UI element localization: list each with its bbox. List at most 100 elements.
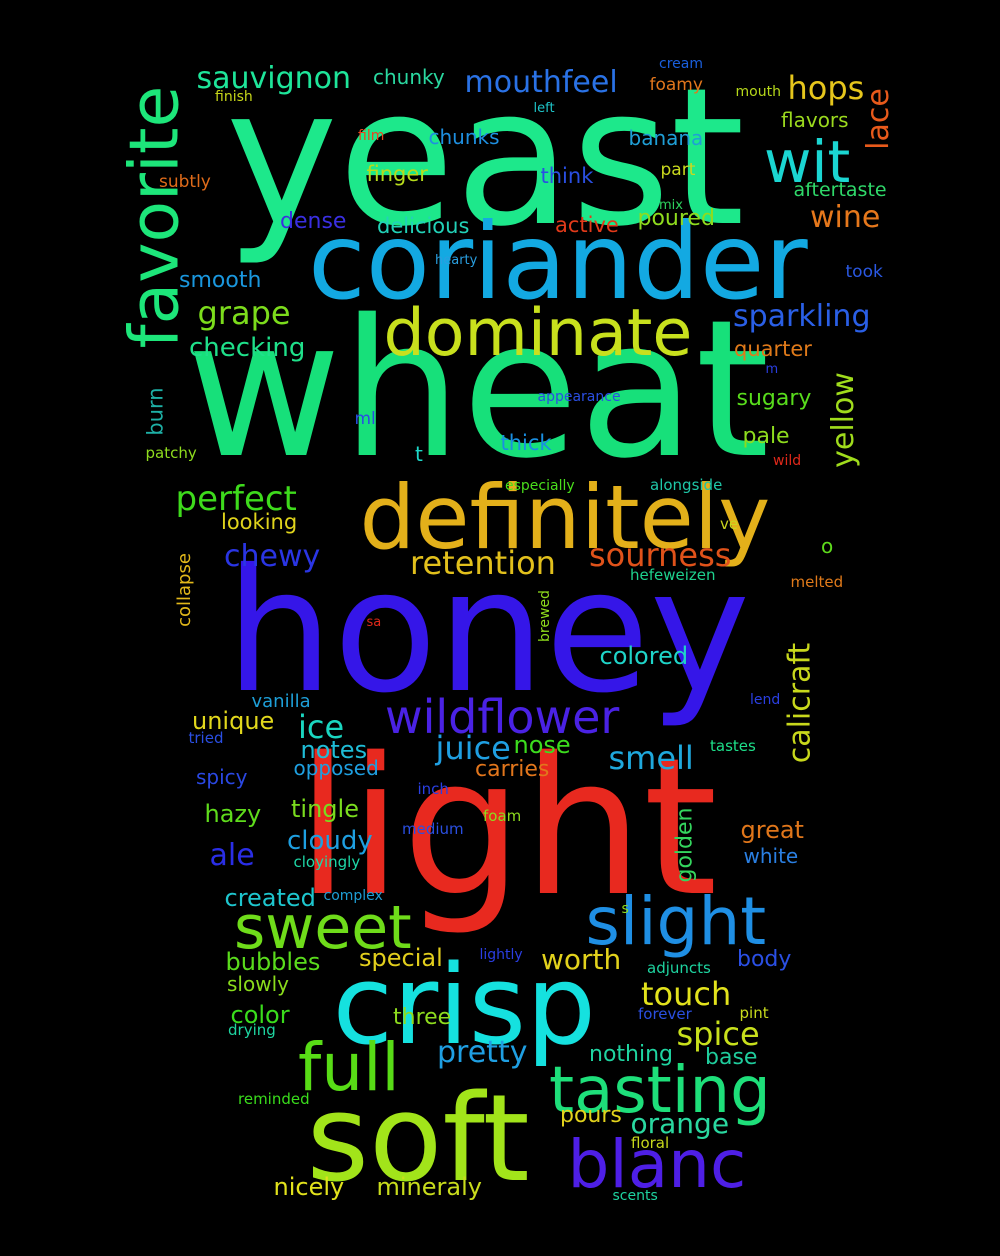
word-lace: lace [860,88,896,150]
word-inch: inch [417,779,449,798]
word-ve: ve [720,514,739,533]
word-base: base [705,1045,758,1070]
word-nose: nose [513,731,571,759]
word-three: three [393,1005,452,1030]
word-mouth: mouth [735,84,781,100]
word-chunks: chunks [428,125,500,149]
word-took: took [845,261,883,282]
word-tried: tried [188,728,224,747]
word-pale: pale [742,424,790,449]
word-slowly: slowly [227,972,289,996]
word-banana: banana [628,126,704,150]
word-m: m [765,361,779,377]
word-checking: checking [189,333,306,363]
word-lightly: lightly [479,947,523,963]
word-juice: juice [435,729,511,767]
word-t: t [415,442,423,466]
word-hefeweizen: hefeweizen [630,565,716,584]
word-mix: mix [659,197,683,213]
word-wheat: wheat [186,279,770,500]
word-subtly: subtly [159,171,211,192]
word-sa: sa [366,614,382,630]
word-tasting: tasting [549,1054,771,1128]
word-yeast: yeast [225,47,745,268]
word-worth: worth [541,943,622,976]
word-white: white [743,844,799,868]
word-created: created [224,884,316,912]
word-mouthfeel: mouthfeel [464,65,618,100]
word-patchy: patchy [145,443,197,462]
word-tingle: tingle [291,795,359,823]
word-sweet: sweet [234,893,412,963]
word-ale: ale [209,838,255,873]
word-o: o [821,534,834,558]
word-looking: looking [221,509,298,534]
word-sauvignon: sauvignon [196,61,352,96]
word-wild: wild [773,453,802,469]
word-mineraly: mineraly [376,1173,482,1201]
word-part: part [660,159,696,180]
word-slight: slight [585,883,767,960]
word-tastes: tastes [710,736,756,755]
word-finger: finger [366,161,428,186]
word-light: light [296,717,718,938]
word-especially: especially [505,478,575,494]
word-film: film [358,128,385,144]
word-wildflower: wildflower [385,690,620,744]
word-yellow: yellow [825,372,861,468]
word-collapse: collapse [173,553,195,627]
word-definitely: definitely [359,466,771,569]
word-blanc: blanc [567,1126,747,1203]
word-favorite: favorite [114,85,194,349]
word-honey: honey [225,533,751,731]
word-body: body [737,947,792,972]
word-delicious: delicious [377,213,470,238]
word-pint: pint [739,1003,769,1022]
word-hazy: hazy [204,800,262,828]
word-hearty: hearty [435,252,478,268]
word-carries: carries [475,757,550,782]
word-sugary: sugary [736,386,812,411]
word-melted: melted [790,572,844,591]
word-appearance: appearance [537,389,621,405]
word-aftertaste: aftertaste [793,178,887,201]
word-ml: ml [354,408,376,429]
word-nicely: nicely [273,1173,345,1201]
word-finish: finish [215,89,253,105]
word-flavors: flavors [781,108,849,132]
word-smooth: smooth [179,268,262,293]
word-colored: colored [599,642,689,670]
word-brewed: brewed [536,590,553,642]
word-scents: scents [612,1188,658,1204]
word-thick: thick [500,430,552,455]
word-spice: spice [676,1015,760,1053]
word-wine: wine [810,200,881,235]
word-drying: drying [228,1020,276,1039]
word-ice: ice [298,708,345,746]
word-notes: notes [300,736,368,764]
word-golden: golden [671,807,697,883]
word-wit: wit [764,128,851,196]
word-sourness: sourness [589,536,732,574]
word-complex: complex [323,888,383,904]
word-foam: foam [483,806,522,825]
word-touch: touch [641,975,732,1013]
word-cloudy: cloudy [287,826,373,856]
word-cream: cream [659,56,703,72]
word-cloyingly: cloyingly [293,852,361,871]
word-hops: hops [787,69,865,107]
word-chewy: chewy [224,539,321,574]
word-perfect: perfect [175,479,297,519]
word-opposed: opposed [293,756,379,780]
word-soft: soft [306,1070,530,1209]
word-nothing: nothing [589,1042,673,1067]
word-dominate: dominate [383,295,693,371]
word-floral: floral [631,1133,670,1152]
word-dense: dense [280,209,347,234]
word-active: active [555,212,619,237]
word-burn: burn [143,386,168,436]
word-smell: smell [608,739,694,777]
word-foamy: foamy [649,74,703,95]
word-reminded: reminded [238,1089,310,1108]
